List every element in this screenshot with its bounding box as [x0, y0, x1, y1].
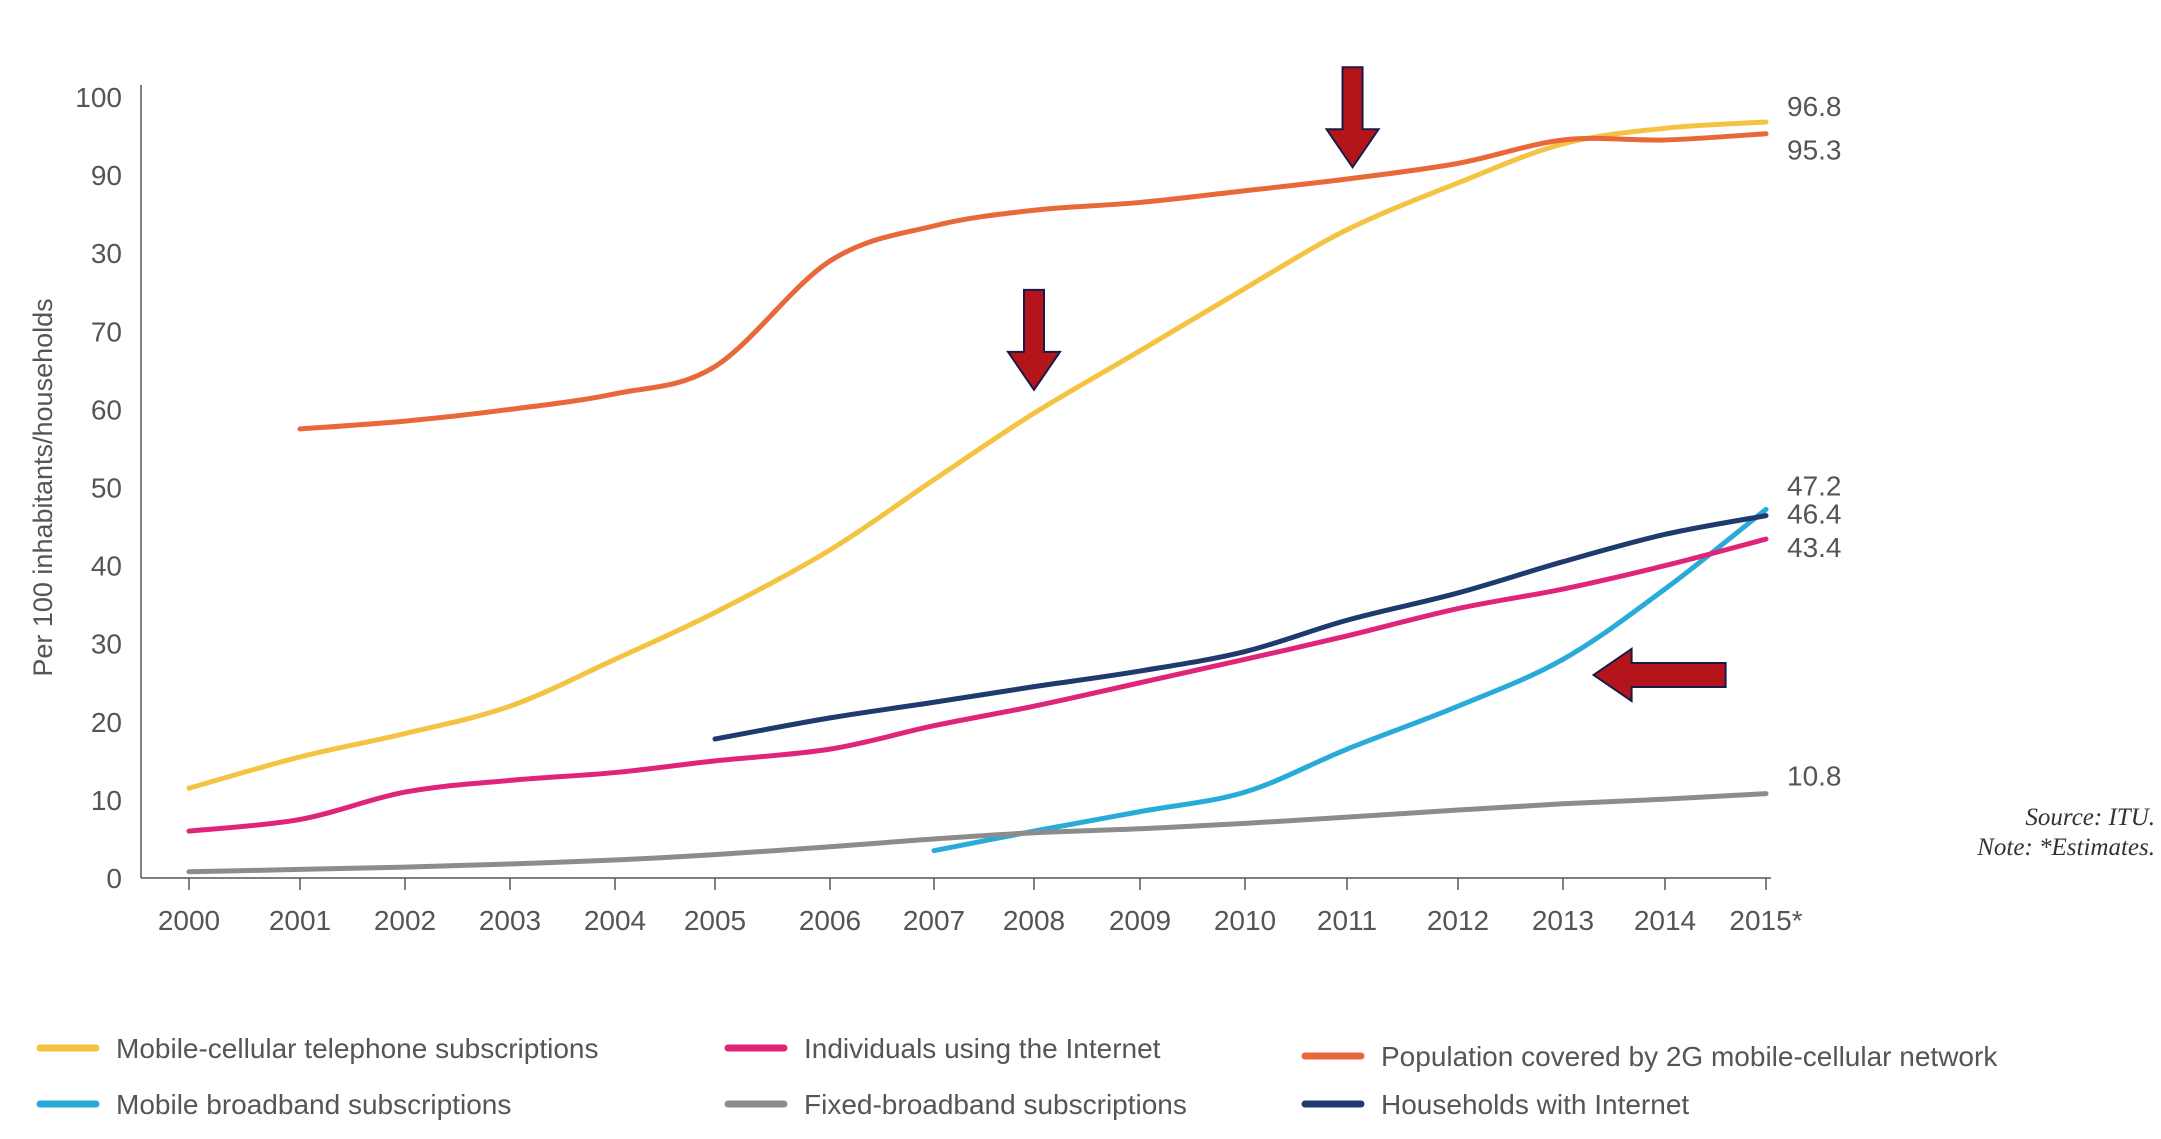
- y-tick-label: 60: [91, 394, 122, 425]
- legend-label: Mobile broadband subscriptions: [116, 1089, 511, 1120]
- x-tick-label: 2014: [1634, 905, 1696, 936]
- series-line: [931, 506, 1769, 854]
- y-tick-label: 0: [106, 863, 122, 894]
- y-tick-label: 40: [91, 551, 122, 582]
- legend-label: Mobile-cellular telephone subscriptions: [116, 1033, 598, 1064]
- x-tick-label: 2004: [584, 905, 646, 936]
- axes: 0 10 20 30 40 50 60 70 30 90 100 2000 2001 2002 2003 20…: [28, 82, 1803, 936]
- series-line: [186, 791, 1769, 875]
- x-tick-label: 2003: [479, 905, 541, 936]
- x-tick-label: 2015*: [1729, 905, 1802, 936]
- x-tick-label: 2000: [158, 905, 220, 936]
- legend-item: Households with Internet: [1301, 1089, 1689, 1120]
- y-tick-label: 100: [75, 82, 122, 113]
- series-end-label: 43.4: [1787, 532, 1842, 563]
- legend-label: Households with Internet: [1381, 1089, 1689, 1120]
- y-axis-title: Per 100 inhabitants/households: [28, 298, 58, 676]
- legend-label: Population covered by 2G mobile-cellular…: [1381, 1041, 1998, 1072]
- end-labels: 96.8 95.3 47.246.443.4 10.8: [1787, 91, 1842, 792]
- x-tick-label: 2008: [1003, 905, 1065, 936]
- x-tick-label: 2011: [1317, 905, 1377, 936]
- source-note: Source: ITU.: [2025, 804, 2155, 831]
- x-tick-label: 2012: [1427, 905, 1489, 936]
- legend-item: Mobile-cellular telephone subscriptions: [36, 1033, 598, 1064]
- estimates-note: Note: *Estimates.: [1976, 834, 2155, 861]
- series-lines: [186, 119, 1769, 875]
- x-tick-label: 2001: [269, 905, 331, 936]
- y-tick-label: 20: [91, 707, 122, 738]
- y-tick-label: 30: [91, 238, 122, 269]
- series-end-label: 10.8: [1787, 761, 1842, 792]
- series-end-label: 95.3: [1787, 135, 1842, 166]
- series-end-label: 96.8: [1787, 91, 1842, 122]
- x-tick-label: 2009: [1109, 905, 1171, 936]
- x-tick-label: 2002: [374, 905, 436, 936]
- legend-label: Fixed-broadband subscriptions: [804, 1089, 1187, 1120]
- y-tick-label: 90: [91, 160, 122, 191]
- series-line: [712, 513, 1769, 742]
- x-tick-label: 2006: [799, 905, 861, 936]
- x-tick-label: 2005: [684, 905, 746, 936]
- legend-label: Individuals using the Internet: [804, 1033, 1161, 1064]
- legend-item: Fixed-broadband subscriptions: [724, 1089, 1187, 1120]
- red-arrow-icon: [1324, 66, 1381, 170]
- legend: Mobile-cellular telephone subscriptions I…: [36, 1033, 1998, 1120]
- series-end-label: 46.4: [1787, 499, 1842, 530]
- y-tick-label: 10: [91, 785, 122, 816]
- y-tick-label: 50: [91, 473, 122, 504]
- series-line: [297, 131, 1769, 432]
- legend-item: Population covered by 2G mobile-cellular…: [1301, 1041, 1998, 1072]
- x-tick-label: 2010: [1214, 905, 1276, 936]
- series-end-label: 47.2: [1787, 470, 1842, 501]
- x-tick-label: 2007: [903, 905, 965, 936]
- red-arrow-icon: [1591, 647, 1727, 703]
- y-tick-label: 70: [91, 316, 122, 347]
- x-tick-label: 2013: [1532, 905, 1594, 936]
- legend-item: Individuals using the Internet: [724, 1033, 1161, 1064]
- annotation-arrows: [1006, 66, 1727, 703]
- red-arrow-icon: [1006, 288, 1062, 392]
- legend-item: Mobile broadband subscriptions: [36, 1089, 511, 1120]
- y-tick-label: 30: [91, 629, 122, 660]
- series-line: [186, 536, 1769, 834]
- series-line: [186, 119, 1769, 791]
